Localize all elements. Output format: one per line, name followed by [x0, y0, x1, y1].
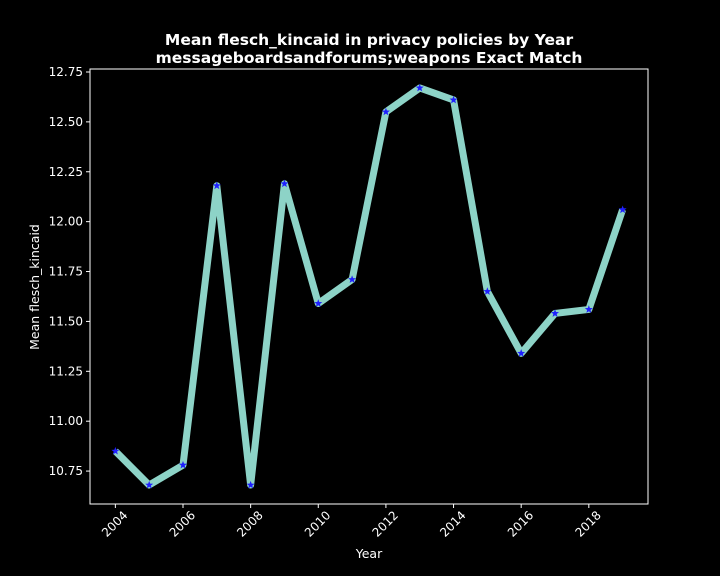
y-tick-label: 11.00 — [49, 414, 83, 428]
data-point — [179, 460, 187, 469]
y-tick-label: 10.75 — [49, 464, 83, 478]
data-point — [449, 95, 458, 104]
x-axis-label: Year — [355, 546, 383, 561]
data-point — [348, 275, 357, 283]
y-tick-label: 12.50 — [49, 115, 83, 129]
data-point — [517, 349, 526, 357]
data-point — [212, 181, 221, 190]
plot-area — [111, 83, 627, 489]
y-axis: 10.75 11.00 11.25 11.50 11.75 12.00 12.25 12.50… — [49, 65, 90, 478]
y-tick-label: 11.75 — [49, 265, 83, 279]
data-point — [483, 287, 492, 295]
series-line — [112, 84, 626, 489]
y-tick-label: 11.25 — [49, 364, 83, 378]
y-tick-label: 11.50 — [49, 314, 83, 328]
y-tick-label: 12.25 — [49, 165, 83, 179]
data-point — [551, 309, 559, 317]
y-axis-label: Mean flesch_kincaid — [27, 224, 42, 350]
data-point — [246, 480, 255, 489]
data-point — [381, 107, 390, 116]
data-point — [618, 205, 627, 214]
data-point — [111, 446, 120, 455]
data-point — [584, 305, 593, 313]
data-point — [280, 179, 289, 188]
chart-subtitle: messageboardsandforums;weapons Exact Mat… — [156, 49, 583, 67]
y-tick-label: 12.00 — [49, 215, 83, 229]
chart-title: Mean flesch_kincaid in privacy policies … — [165, 31, 574, 49]
data-point — [314, 299, 323, 307]
y-tick-label: 12.75 — [49, 65, 83, 79]
data-point — [145, 480, 154, 489]
axes-frame — [89, 68, 649, 505]
data-point — [415, 83, 424, 92]
